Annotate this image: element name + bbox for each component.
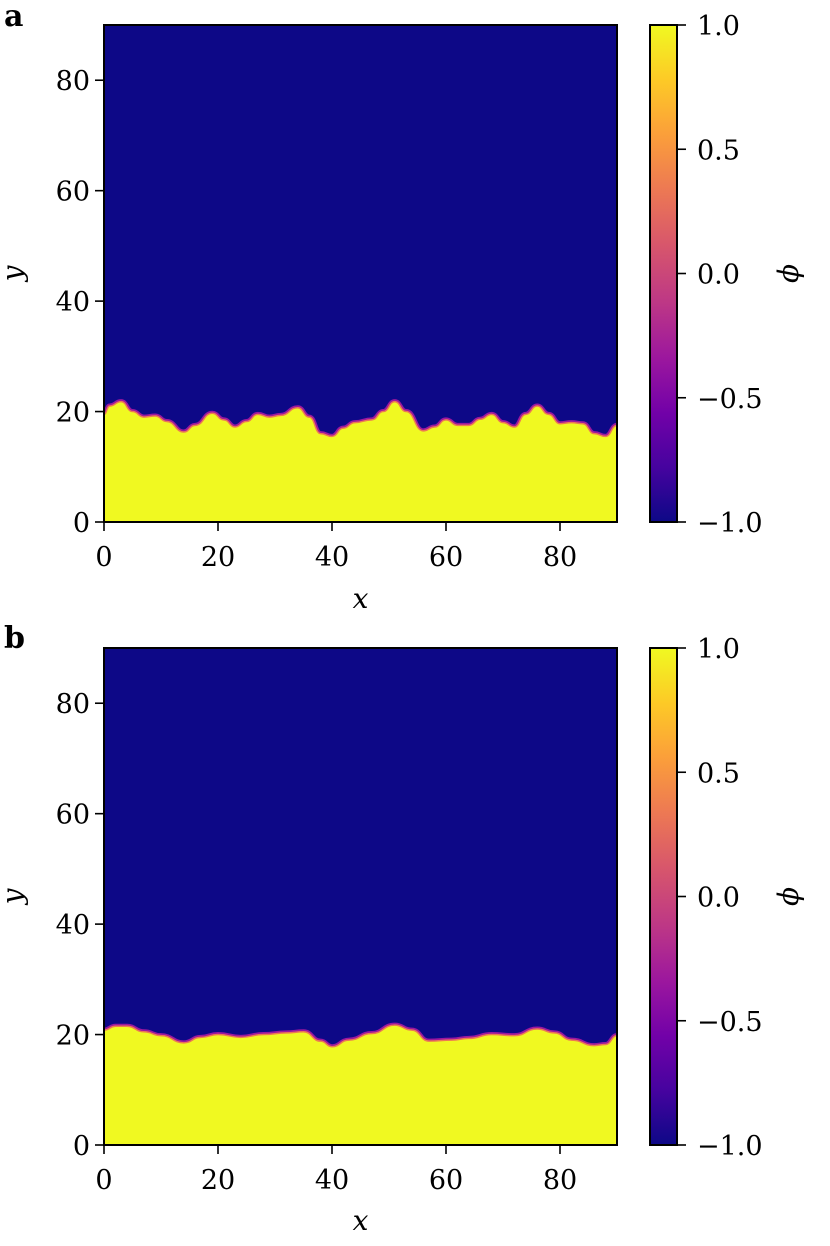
y-tick-label: 0 <box>73 1131 90 1162</box>
x-tick-label: 0 <box>95 542 112 573</box>
colorbar-tick-label: −1.0 <box>697 1131 763 1162</box>
colorbar-tick-label: 1.0 <box>697 634 740 665</box>
x-tick-label: 60 <box>429 542 463 573</box>
colorbar-tick-label: 0.0 <box>697 883 740 914</box>
plot-frame <box>103 647 618 1146</box>
colorbar-tick-label: −0.5 <box>697 1007 763 1038</box>
interface-line <box>103 1024 618 1048</box>
y-tick-label: 80 <box>56 689 90 720</box>
y-axis-label: y <box>0 264 29 283</box>
panel-label: a <box>4 0 23 34</box>
y-tick-label: 20 <box>56 1021 90 1052</box>
y-tick-label: 20 <box>56 398 90 429</box>
colorbar-tick-label: 0.5 <box>697 135 740 166</box>
colorbar-label: ϕ <box>772 887 805 906</box>
x-tick-label: 20 <box>201 1165 235 1196</box>
panel-a: a 0 20 40 60 80 0 20 40 60 80 x y 1.0 0.5 0.0 −0.5 −1.0 ϕ <box>0 0 805 615</box>
colorbar-label: ϕ <box>772 264 805 283</box>
x-tick-label: 0 <box>95 1165 112 1196</box>
colorbar-tick-label: 1.0 <box>697 11 740 42</box>
panel-label: b <box>4 621 25 656</box>
y-tick-label: 80 <box>56 66 90 97</box>
y-tick-label: 0 <box>73 508 90 539</box>
y-tick-label: 60 <box>56 177 90 208</box>
x-tick-label: 20 <box>201 542 235 573</box>
x-axis-label: x <box>353 582 369 615</box>
y-axis-label: y <box>0 887 29 906</box>
field-high-region <box>104 401 617 522</box>
y-tick-label: 40 <box>56 287 90 318</box>
x-tick-label: 80 <box>543 542 577 573</box>
y-tick-label: 60 <box>56 800 90 831</box>
colorbar <box>650 25 677 522</box>
interface-line <box>103 400 618 438</box>
colorbar-tick-label: −0.5 <box>697 384 763 415</box>
colorbar-tick-label: −1.0 <box>697 508 763 539</box>
colorbar-tick-label: 0.5 <box>697 758 740 789</box>
panel-b: b 0 20 40 60 80 0 20 40 60 80 x y 1.0 0.5 0.0 −0.5 −1.0 ϕ <box>0 621 805 1237</box>
y-tick-label: 40 <box>56 910 90 941</box>
x-axis-label: x <box>353 1204 369 1237</box>
colorbar-tick-label: 0.0 <box>697 260 740 291</box>
x-tick-label: 40 <box>315 1165 349 1196</box>
x-tick-label: 80 <box>543 1165 577 1196</box>
field-high-region <box>104 1025 617 1145</box>
x-tick-label: 40 <box>315 542 349 573</box>
colorbar <box>650 648 677 1145</box>
plot-frame <box>103 24 618 523</box>
x-tick-label: 60 <box>429 1165 463 1196</box>
